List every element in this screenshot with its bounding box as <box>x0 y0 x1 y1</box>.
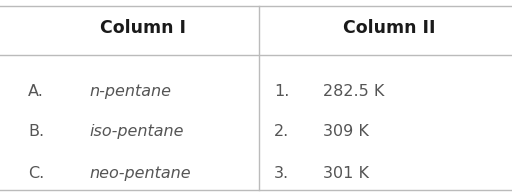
Text: A.: A. <box>28 84 44 99</box>
Text: 1.: 1. <box>274 84 289 99</box>
Text: B.: B. <box>28 124 44 139</box>
Text: Column I: Column I <box>100 19 186 37</box>
Text: 282.5 K: 282.5 K <box>323 84 384 99</box>
Text: C.: C. <box>28 166 45 181</box>
Text: neo-pentane: neo-pentane <box>90 166 191 181</box>
Text: iso-pentane: iso-pentane <box>90 124 184 139</box>
Text: 2.: 2. <box>274 124 289 139</box>
Text: 301 K: 301 K <box>323 166 369 181</box>
Text: 3.: 3. <box>274 166 289 181</box>
Text: Column II: Column II <box>343 19 435 37</box>
Text: n-pentane: n-pentane <box>90 84 172 99</box>
Text: 309 K: 309 K <box>323 124 369 139</box>
